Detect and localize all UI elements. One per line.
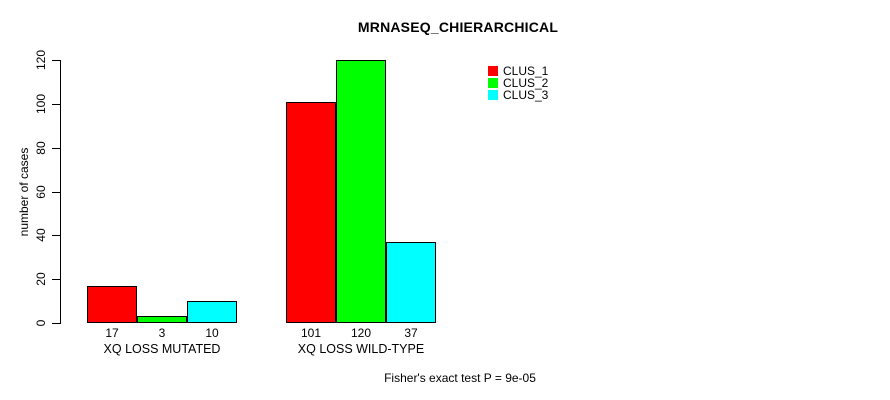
y-tick-label: 40: [34, 228, 48, 242]
bar-clus-2-xq-loss-wild-type: [336, 60, 386, 323]
bar-value-label: 17: [105, 326, 119, 340]
y-tick-label: 120: [34, 49, 48, 71]
bar-value-label: 3: [158, 326, 166, 340]
bar-value-label: 101: [300, 326, 322, 340]
y-tick-mark: [52, 235, 60, 236]
y-axis-line: [60, 60, 61, 324]
legend-item-clus-1: CLUS_1: [488, 65, 548, 77]
y-tick-label: 0: [34, 319, 48, 327]
legend: CLUS_1 CLUS_2 CLUS_3: [488, 65, 548, 101]
legend-item-clus-3: CLUS_3: [488, 89, 548, 101]
legend-swatch-icon: [488, 90, 498, 100]
bar-clus-1-xq-loss-wild-type: [286, 102, 336, 323]
y-tick-mark: [52, 279, 60, 280]
y-tick-mark: [52, 148, 60, 149]
bar-clus-3-xq-loss-wild-type: [386, 242, 436, 323]
bar-clus-3-xq-loss-mutated: [187, 301, 237, 323]
chart-title: MRNASEQ_CHIERARCHICAL: [357, 19, 559, 35]
bar-value-label: 10: [205, 326, 219, 340]
y-tick-mark: [52, 60, 60, 61]
y-tick-label: 60: [34, 185, 48, 199]
legend-swatch-icon: [488, 66, 498, 76]
y-tick-mark: [52, 104, 60, 105]
annotation-text: Fisher's exact test P = 9e-05: [384, 371, 536, 385]
y-axis-label: number of cases: [17, 147, 31, 237]
legend-item-clus-2: CLUS_2: [488, 77, 548, 89]
bar-value-label: 37: [404, 326, 418, 340]
y-tick-label: 80: [34, 141, 48, 155]
bar-clus-1-xq-loss-mutated: [87, 286, 137, 323]
y-tick-label: 20: [34, 272, 48, 286]
legend-label: CLUS_1: [503, 64, 549, 78]
y-tick-mark: [52, 323, 60, 324]
group-label-xq-loss-mutated: XQ LOSS MUTATED: [103, 342, 221, 356]
legend-label: CLUS_2: [503, 76, 549, 90]
group-label-xq-loss-wild-type: XQ LOSS WILD-TYPE: [297, 342, 425, 356]
bar-clus-2-xq-loss-mutated: [137, 316, 187, 323]
legend-swatch-icon: [488, 78, 498, 88]
y-tick-mark: [52, 192, 60, 193]
bar-value-label: 120: [350, 326, 372, 340]
y-tick-label: 100: [34, 93, 48, 115]
legend-label: CLUS_3: [503, 88, 549, 102]
